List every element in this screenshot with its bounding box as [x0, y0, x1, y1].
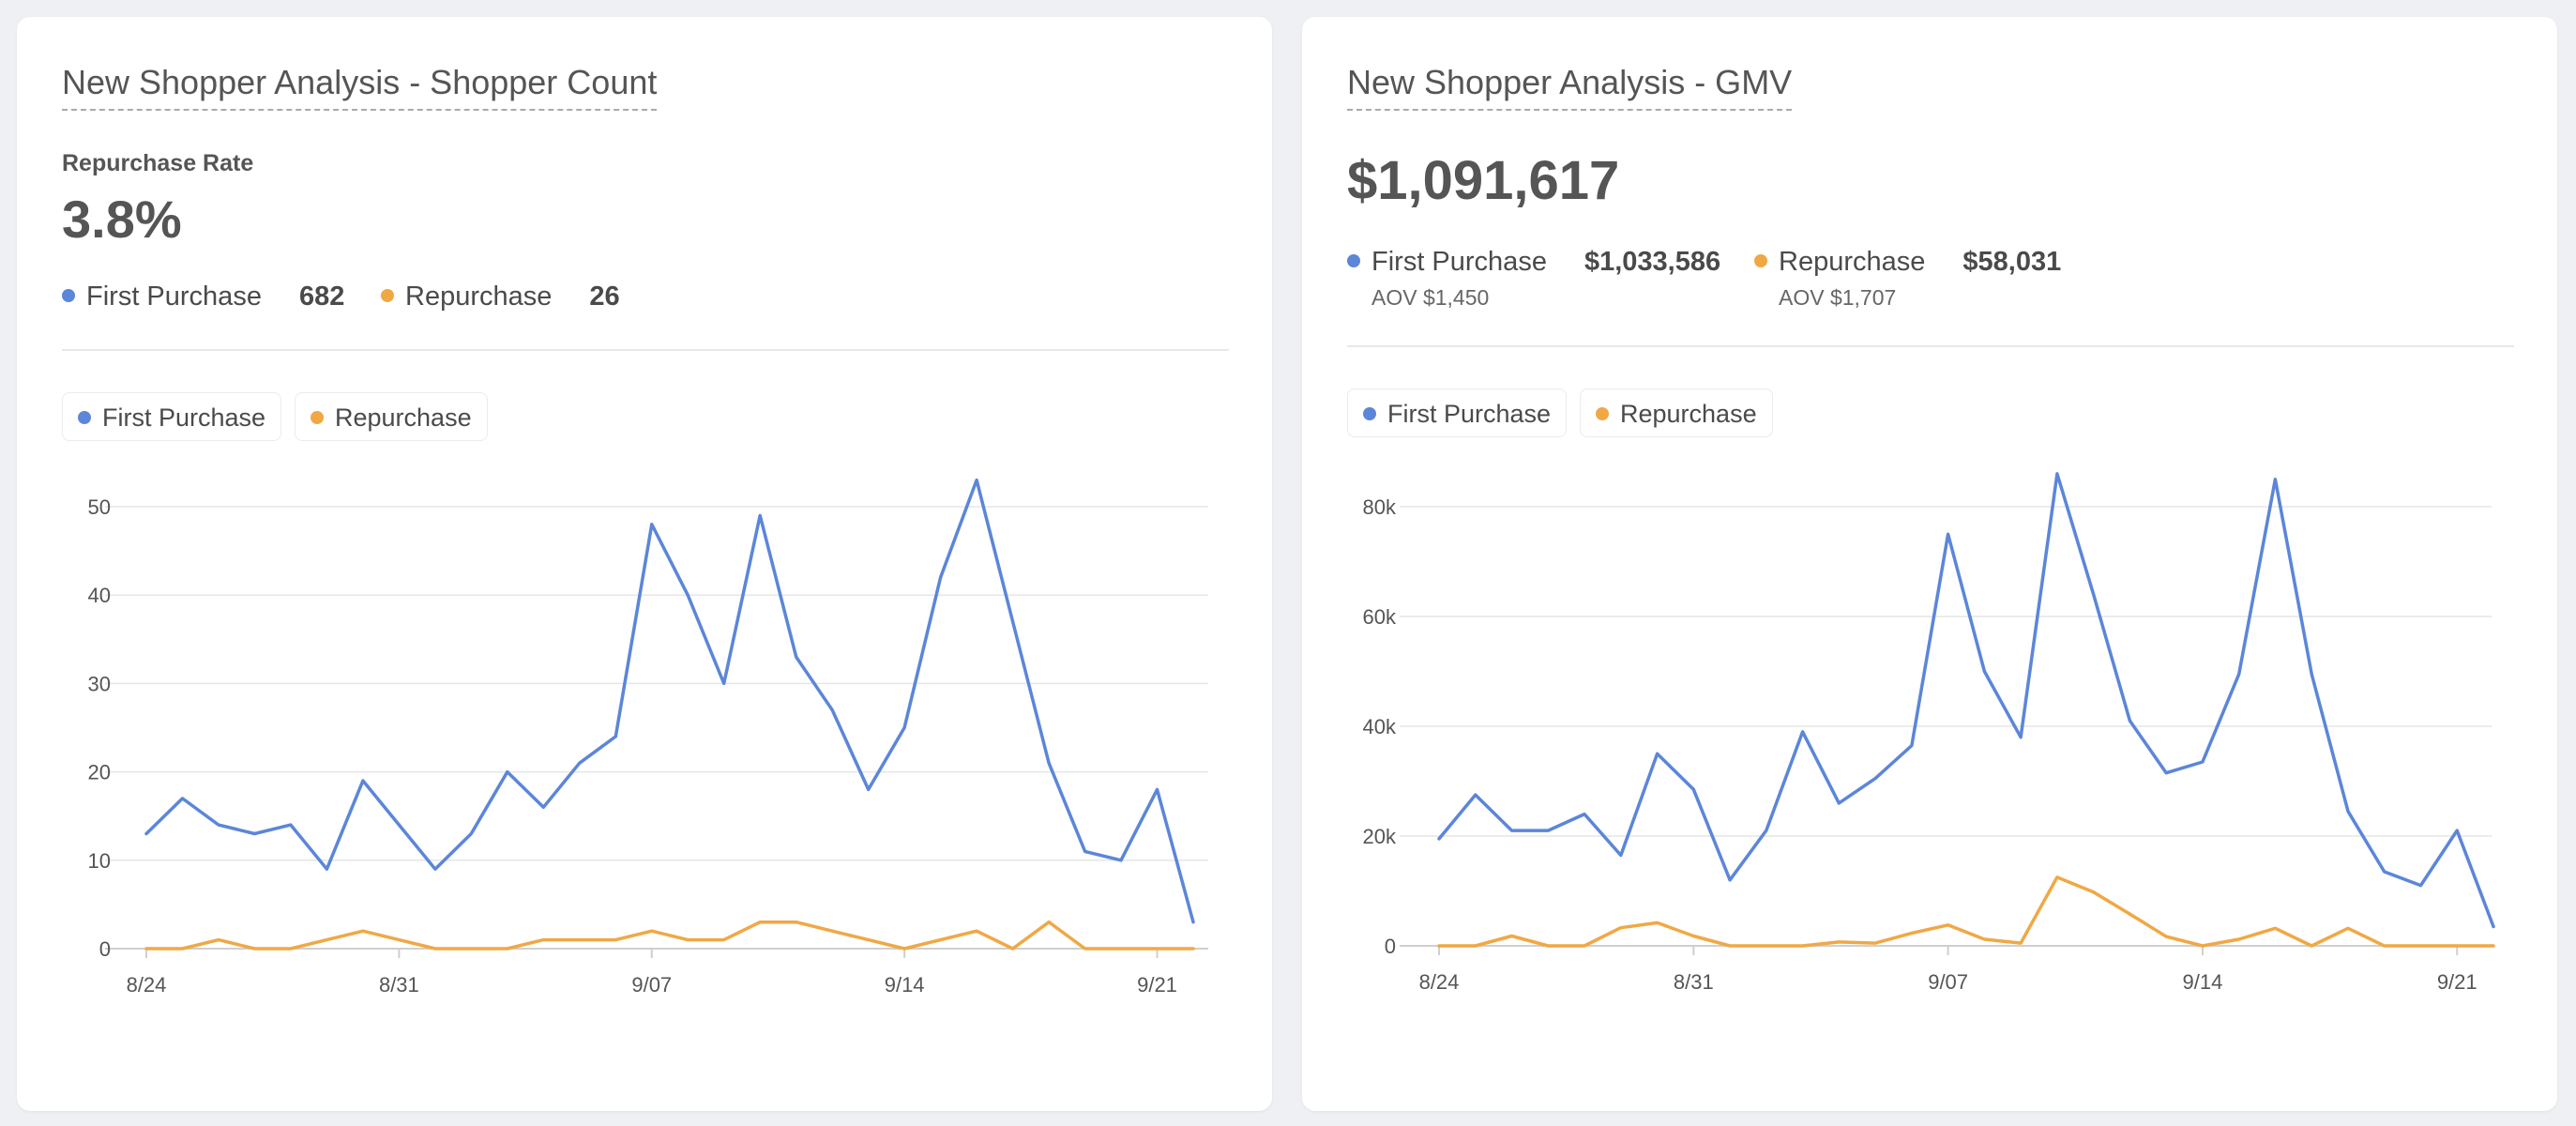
gmv-y-tick-label: 40k [1363, 715, 1397, 738]
count-y-tick-label: 40 [88, 584, 111, 607]
repurchase-stat-value: 26 [589, 282, 620, 312]
gmv-repurchase-stat-label: Repurchase [1779, 247, 1926, 277]
gmv-x-tick-label: 9/07 [1928, 970, 1968, 994]
gmv-legend-first-purchase-dot [1363, 406, 1376, 420]
gmv-x-tick-label: 8/24 [1419, 970, 1460, 994]
count-y-tick-label: 20 [88, 761, 111, 784]
legend-repurchase-label: Repurchase [335, 403, 472, 432]
shopper-count-line-chart[interactable]: 0 10 20 30 40 50 8/24 8/31 9/07 9/14 9/21 [17, 17, 1272, 1111]
count-y-tick-label: 10 [88, 849, 111, 873]
gmv-repurchase-aov: AOV $1,707 [1779, 285, 1897, 310]
count-y-tick-label: 0 [99, 937, 111, 961]
repurchase-rate-label: Repurchase Rate [62, 150, 254, 176]
count-x-tick-label: 9/07 [631, 973, 672, 997]
gmv-x-tick-label: 9/14 [2183, 970, 2223, 994]
count-y-tick-label: 30 [88, 672, 111, 695]
gmv-y-tick-label: 60k [1363, 605, 1397, 629]
gmv-repurchase-stat-value: $58,031 [1962, 247, 2062, 277]
gmv-repurchase-stat: Repurchase $58,031 [1754, 247, 2061, 278]
legend-first-purchase-label: First Purchase [102, 403, 266, 432]
shopper-count-card: New Shopper Analysis - Shopper Count Rep… [17, 17, 1272, 1111]
gmv-repurchase-dot [1754, 254, 1767, 268]
count-repurchase-line [144, 920, 1195, 951]
gmv-legend-repurchase-label: Repurchase [1620, 400, 1757, 428]
legend-first-purchase[interactable]: First Purchase [62, 392, 282, 441]
gmv-legend-repurchase[interactable]: Repurchase [1580, 388, 1773, 437]
first-purchase-stat-value: 682 [298, 282, 345, 312]
gmv-first-purchase-stat-value: $1,033,586 [1583, 247, 1721, 277]
gmv-y-tick-label: 0 [1385, 935, 1396, 958]
repurchase-rate-value: 3.8% [62, 190, 182, 249]
gmv-first-purchase-stat: First Purchase $1,033,586 [1347, 247, 1720, 278]
count-x-tick-label: 8/24 [127, 973, 167, 997]
gmv-stats-divider [1347, 345, 2514, 347]
gmv-first-purchase-aov: AOV $1,450 [1371, 285, 1490, 310]
first-purchase-stat-label: First Purchase [86, 282, 262, 312]
gmv-title[interactable]: New Shopper Analysis - GMV [1347, 62, 1793, 111]
legend-repurchase-dot [311, 410, 324, 424]
gmv-first-purchase-dot [1347, 254, 1360, 268]
legend-repurchase[interactable]: Repurchase [295, 392, 488, 441]
repurchase-stat: Repurchase 26 [381, 282, 620, 312]
count-first-purchase-line [144, 478, 1195, 924]
count-x-tick-label: 9/21 [1137, 973, 1177, 997]
gmv-card: New Shopper Analysis - GMV $1,091,617 Fi… [1302, 17, 2557, 1111]
shopper-count-title[interactable]: New Shopper Analysis - Shopper Count [62, 62, 658, 111]
gmv-first-purchase-stat-label: First Purchase [1371, 247, 1547, 277]
gmv-total-value: $1,091,617 [1347, 150, 1620, 211]
gmv-x-tick-label: 9/21 [2437, 970, 2478, 994]
gmv-legend-first-purchase[interactable]: First Purchase [1347, 388, 1568, 437]
gmv-first-purchase-line [1437, 472, 2495, 929]
stats-divider [62, 349, 1229, 351]
gmv-x-tick-label: 8/31 [1674, 970, 1714, 994]
gmv-legend-repurchase-dot [1596, 406, 1609, 420]
count-x-tick-label: 9/14 [885, 973, 925, 997]
first-purchase-dot [62, 289, 75, 303]
first-purchase-stat: First Purchase 682 [62, 282, 344, 312]
gmv-y-tick-label: 80k [1363, 495, 1397, 519]
gmv-line-chart[interactable]: 0 20k 40k 60k 80k 8/24 8/31 9/07 9/14 9/21 [1302, 17, 2557, 1111]
legend-first-purchase-dot [78, 410, 91, 424]
gmv-legend-first-purchase-label: First Purchase [1387, 400, 1552, 428]
count-y-tick-label: 50 [88, 495, 111, 519]
repurchase-dot [381, 289, 394, 303]
count-x-tick-label: 8/31 [379, 973, 419, 997]
gmv-y-tick-label: 20k [1363, 825, 1397, 848]
gmv-repurchase-line [1437, 875, 2495, 948]
repurchase-stat-label: Repurchase [405, 282, 553, 312]
